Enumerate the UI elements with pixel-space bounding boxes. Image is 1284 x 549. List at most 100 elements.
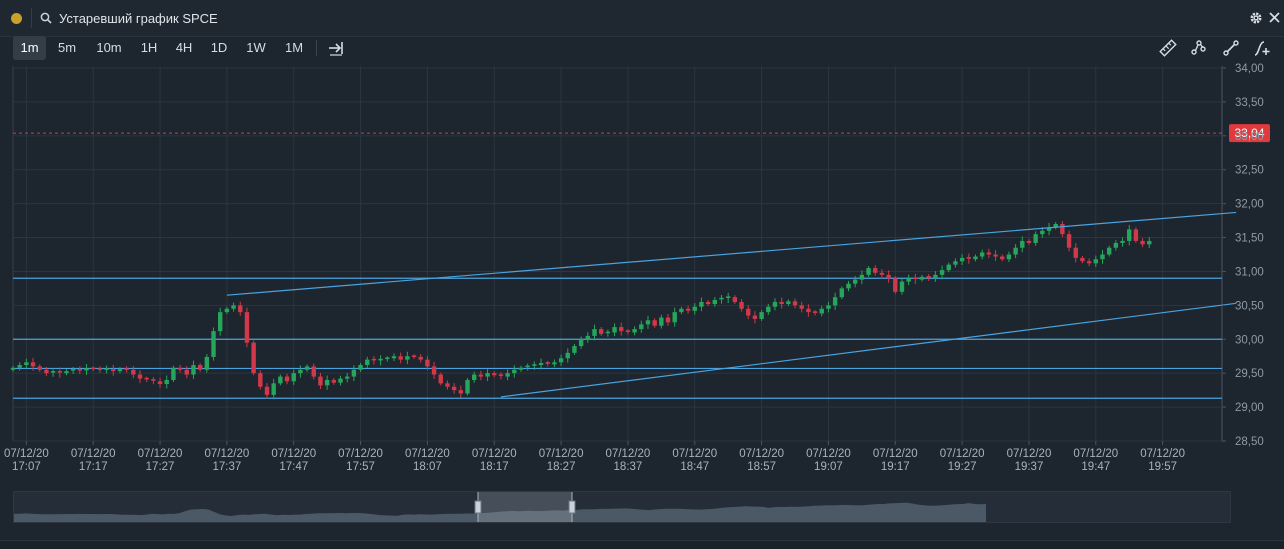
- titlebar-divider: [31, 8, 32, 28]
- candle-down: [425, 359, 430, 367]
- price-tick-label: 30,50: [1235, 300, 1264, 312]
- time-tick-time: 17:17: [79, 461, 108, 473]
- candle-down: [418, 356, 423, 360]
- candle-down: [311, 366, 316, 377]
- candle-up: [946, 264, 951, 271]
- candle-up: [231, 305, 236, 309]
- candle-down: [478, 374, 484, 377]
- candle-up: [50, 371, 56, 373]
- candle-down: [986, 252, 992, 255]
- path-tool-icon[interactable]: [1190, 39, 1208, 57]
- time-tick-date: 07/12/20: [338, 448, 383, 460]
- candle-up: [191, 365, 196, 375]
- candle-up: [719, 297, 724, 300]
- candle-down: [57, 371, 62, 373]
- candle-down: [879, 272, 885, 275]
- time-tick-date: 07/12/20: [873, 448, 918, 460]
- time-tick-date: 07/12/20: [672, 448, 717, 460]
- candle-up: [679, 308, 684, 313]
- add-indicator-icon[interactable]: [1253, 39, 1271, 57]
- candle-up: [766, 306, 771, 313]
- price-tick-label: 33,00: [1235, 131, 1264, 143]
- trend-line-icon[interactable]: [1222, 39, 1240, 57]
- current-price-label: 33,04: [1234, 126, 1264, 140]
- candle-up: [712, 299, 718, 305]
- candle-up: [859, 274, 865, 280]
- time-tick-date: 07/12/20: [806, 448, 851, 460]
- candle-up: [852, 279, 858, 284]
- candle-up: [471, 374, 477, 380]
- time-tick-time: 19:37: [1015, 461, 1044, 473]
- timeframe-button-4h[interactable]: 4H: [175, 40, 193, 55]
- candle-up: [645, 320, 651, 325]
- price-chart[interactable]: 33,04 34,00 33,50 33,00 32,50 32,00 31,50 31,0…: [0, 0, 1284, 490]
- candle-down: [598, 329, 604, 334]
- close-icon[interactable]: [1268, 11, 1281, 24]
- candle-up: [692, 306, 697, 311]
- candle-down: [1140, 240, 1145, 245]
- candle-up: [572, 346, 577, 353]
- candle-up: [1120, 240, 1125, 243]
- candle-down: [1060, 223, 1065, 235]
- candle-up: [612, 327, 617, 333]
- candle-down: [926, 276, 931, 278]
- ruler-icon[interactable]: [1159, 39, 1177, 57]
- candle-down: [545, 362, 550, 364]
- candle-up: [171, 367, 176, 380]
- candle-up: [485, 373, 490, 377]
- timeframe-button-1w[interactable]: 1W: [246, 40, 266, 55]
- candle-up: [1106, 247, 1112, 255]
- candle-down: [1080, 257, 1085, 262]
- timeframe-button-1h[interactable]: 1H: [140, 40, 158, 55]
- candle-up: [345, 376, 350, 379]
- time-tick-date: 07/12/20: [138, 448, 183, 460]
- candle-up: [759, 312, 764, 319]
- time-tick-time: 18:37: [614, 461, 643, 473]
- candle-up: [358, 365, 363, 370]
- candle-down: [445, 383, 450, 387]
- time-tick-time: 18:07: [413, 461, 442, 473]
- time-tick-date: 07/12/20: [940, 448, 985, 460]
- candle-up: [1053, 223, 1058, 228]
- candle-up: [632, 329, 637, 333]
- candle-up: [84, 368, 89, 371]
- candle-up: [786, 301, 791, 305]
- time-tick-date: 07/12/20: [205, 448, 250, 460]
- navigator-handle[interactable]: [474, 492, 482, 522]
- candle-up: [104, 368, 109, 370]
- candle-up: [899, 281, 905, 292]
- candle-up: [291, 373, 296, 382]
- candle-down: [151, 379, 156, 381]
- timeframe-button-5m[interactable]: 5m: [57, 40, 77, 55]
- timeframe-button-10m[interactable]: 10m: [96, 40, 122, 55]
- time-tick-time: 18:27: [547, 461, 576, 473]
- scroll-to-latest-icon[interactable]: [327, 39, 345, 57]
- search-icon[interactable]: [40, 12, 52, 24]
- timeframe-button-1m[interactable]: 1m: [13, 36, 46, 60]
- candle-down: [137, 374, 143, 379]
- time-tick-time: 19:07: [814, 461, 843, 473]
- candle-down: [665, 317, 671, 323]
- candle-down: [111, 369, 116, 372]
- price-axis: 34,00 33,50 33,00 32,50 32,00 31,50 31,00 30,50…: [1222, 63, 1264, 448]
- price-tick-label: 29,50: [1235, 368, 1264, 380]
- candle-up: [919, 276, 925, 280]
- window-status-dot[interactable]: [11, 13, 22, 24]
- window-titlebar: Устаревший график SPCE: [0, 0, 1284, 37]
- time-tick-date: 07/12/20: [1007, 448, 1052, 460]
- range-navigator[interactable]: [13, 491, 1231, 523]
- time-tick-time: 19:57: [1148, 461, 1177, 473]
- candle-down: [705, 301, 711, 305]
- navigator-handle[interactable]: [568, 492, 576, 522]
- candle-down: [966, 257, 972, 259]
- timeframe-button-1d[interactable]: 1D: [210, 40, 228, 55]
- timeframe-button-1m-month[interactable]: 1M: [284, 40, 304, 55]
- time-tick-time: 17:57: [346, 461, 375, 473]
- candle-up: [839, 288, 845, 298]
- navigator-handle-grip: [474, 500, 482, 514]
- time-tick-date: 07/12/20: [1140, 448, 1185, 460]
- candle-down: [431, 366, 437, 375]
- candle-down: [625, 330, 631, 332]
- gear-icon[interactable]: [1249, 11, 1263, 25]
- candle-up: [505, 373, 510, 377]
